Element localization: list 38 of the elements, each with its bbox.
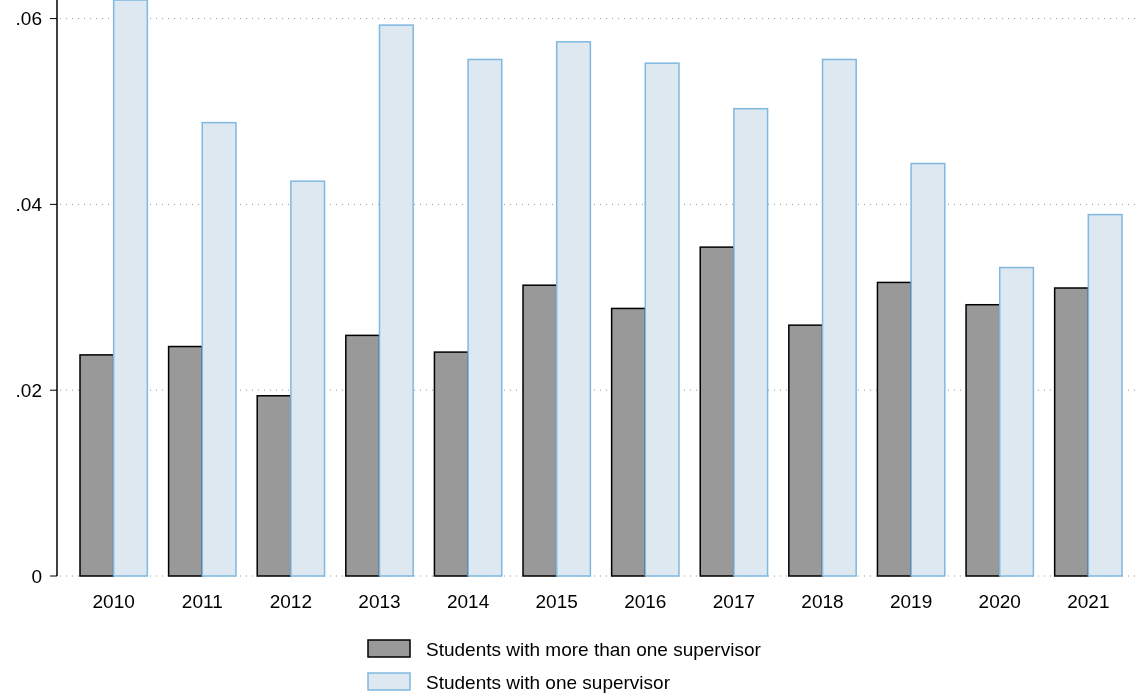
bar [290,180,326,577]
bar [610,307,647,577]
y-tick-label: .04 [15,194,43,216]
y-tick-label: .02 [15,379,42,401]
y-tick-label: 0 [31,565,42,587]
bar [467,58,503,577]
bar [201,121,237,577]
bar [256,395,292,577]
x-tick-label: 2014 [446,591,490,612]
bar [112,0,149,577]
bar [1053,287,1090,577]
bar [733,107,769,577]
legend-label: Students with more than one supervisor [426,638,762,660]
bar [910,162,946,577]
bar [965,303,1001,577]
bar [345,334,381,577]
x-tick-label: 2015 [535,591,578,612]
bar [699,246,735,577]
legend-label: Students with one supervisor [426,671,671,693]
bar [378,24,414,577]
bar [821,58,857,577]
bar [1087,213,1123,577]
y-tick-label: .06 [15,8,42,30]
x-tick-label: 2017 [712,591,756,612]
x-tick-label: 2012 [269,591,313,612]
x-tick-label: 2020 [978,591,1021,612]
bar [998,266,1035,577]
x-tick-label: 2010 [92,591,135,612]
bar [167,345,204,577]
bar [522,284,558,577]
x-tick-label: 2013 [358,591,401,612]
x-tick-label: 2011 [181,591,223,612]
x-tick-label: 2021 [1067,591,1110,612]
x-tick-label: 2016 [624,591,667,612]
x-tick-label: 2019 [889,591,933,612]
bar [555,41,592,577]
x-tick-label: 2018 [801,591,844,612]
bar [644,62,680,577]
